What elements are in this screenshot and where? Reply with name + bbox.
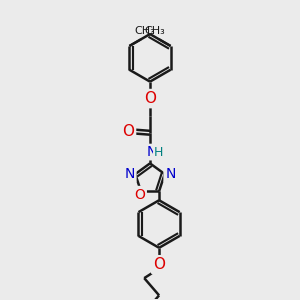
Text: O: O	[122, 124, 134, 139]
Text: O: O	[153, 257, 165, 272]
Text: O: O	[134, 188, 145, 202]
Text: CH₃: CH₃	[135, 26, 155, 36]
Text: CH₃: CH₃	[145, 26, 165, 36]
Text: N: N	[146, 145, 157, 159]
Text: O: O	[144, 91, 156, 106]
Text: N: N	[166, 167, 176, 181]
Text: N: N	[124, 167, 134, 181]
Text: H: H	[154, 146, 163, 159]
